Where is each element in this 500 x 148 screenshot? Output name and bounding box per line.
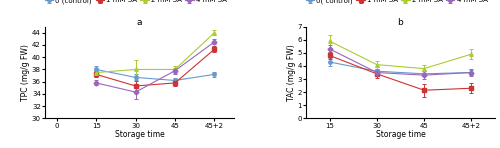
Legend: 0( control), 1 mM SA, 2 mM SA, 4 mM SA: 0( control), 1 mM SA, 2 mM SA, 4 mM SA	[306, 0, 488, 4]
Title: a: a	[137, 18, 142, 26]
Legend: 0 (control), 1 mM SA, 2 mM SA, 4 mM SA: 0 (control), 1 mM SA, 2 mM SA, 4 mM SA	[45, 0, 226, 4]
Title: b: b	[398, 18, 404, 26]
X-axis label: Storage time: Storage time	[114, 130, 164, 139]
Y-axis label: TPC (mg/g FW): TPC (mg/g FW)	[22, 44, 30, 101]
Y-axis label: TAC (mg/g FW): TAC (mg/g FW)	[287, 44, 296, 101]
X-axis label: Storage time: Storage time	[376, 130, 426, 139]
